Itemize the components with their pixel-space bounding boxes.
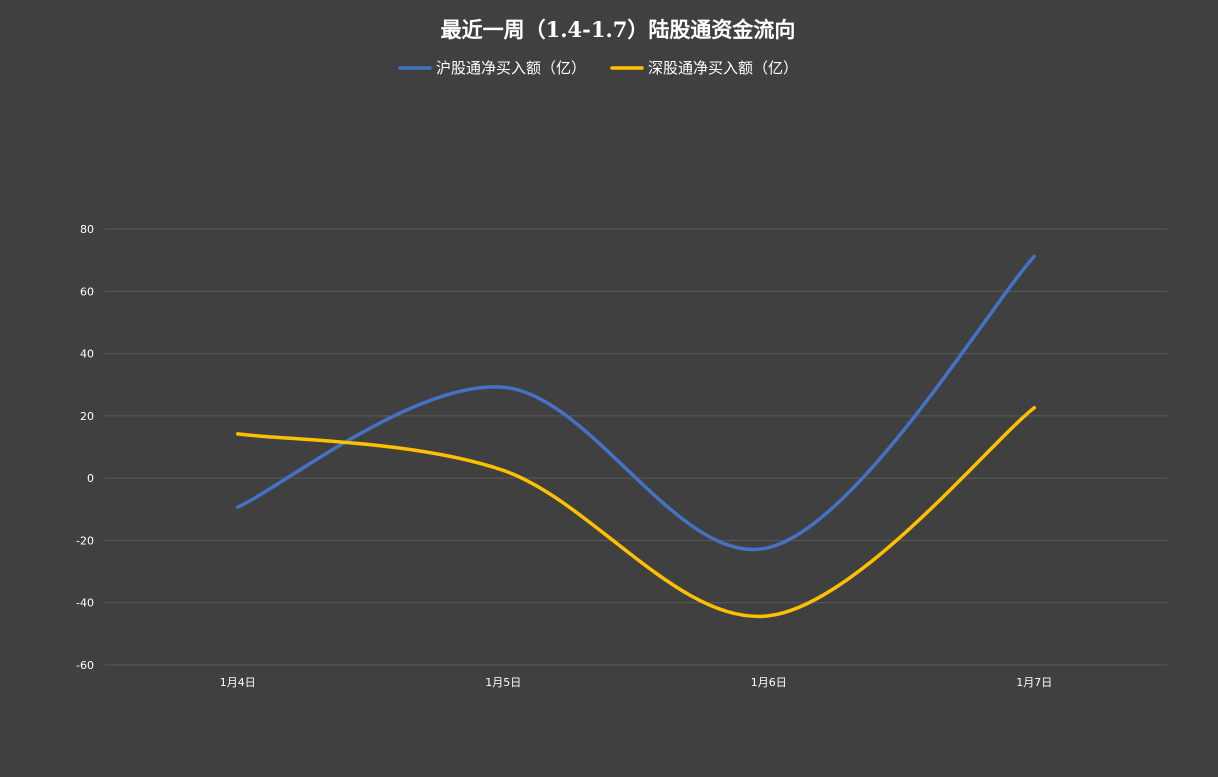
y-axis: 80 60 40 20 0 -20 -40 -60 bbox=[76, 223, 94, 672]
y-tick-label: 20 bbox=[80, 410, 94, 423]
data-point bbox=[767, 546, 771, 550]
data-point bbox=[501, 468, 505, 472]
legend-label-2: 深股通净买入额（亿） bbox=[648, 59, 798, 77]
data-point bbox=[236, 505, 240, 509]
y-tick-label: 40 bbox=[80, 348, 94, 361]
legend-label-1: 沪股通净买入额（亿） bbox=[436, 59, 586, 77]
x-tick-label: 1月7日 bbox=[1016, 676, 1052, 689]
data-point bbox=[1032, 406, 1036, 410]
x-axis: 1月4日 1月5日 1月6日 1月7日 bbox=[220, 676, 1053, 689]
x-tick-label: 1月6日 bbox=[751, 676, 787, 689]
y-tick-label: -60 bbox=[76, 659, 94, 672]
y-tick-label: 60 bbox=[80, 285, 94, 298]
x-tick-label: 1月4日 bbox=[220, 676, 256, 689]
y-tick-label: 80 bbox=[80, 223, 94, 236]
gridlines bbox=[105, 228, 1167, 666]
legend: 沪股通净买入额（亿） 深股通净买入额（亿） bbox=[398, 59, 798, 77]
y-tick-label: -20 bbox=[76, 534, 94, 547]
data-point bbox=[236, 432, 240, 436]
series-line-2 bbox=[236, 406, 1036, 619]
x-tick-label: 1月5日 bbox=[485, 676, 521, 689]
series-group bbox=[236, 254, 1036, 619]
y-tick-label: -40 bbox=[76, 597, 94, 610]
y-tick-label: 0 bbox=[87, 472, 94, 485]
chart-title: 最近一周（1.4-1.7）陆股通资金流向 bbox=[441, 17, 796, 42]
data-point bbox=[501, 385, 505, 389]
data-point bbox=[767, 614, 771, 618]
series-line-1 bbox=[236, 254, 1036, 552]
data-point bbox=[1032, 254, 1036, 258]
